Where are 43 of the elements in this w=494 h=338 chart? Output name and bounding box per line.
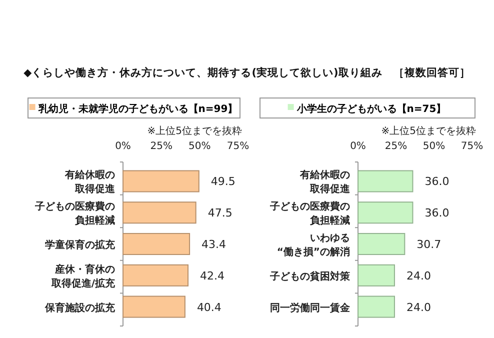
data-label: 40.4 bbox=[196, 300, 222, 314]
bar bbox=[358, 232, 406, 256]
chart-title: ◆くらしや働き方・休み方について、期待する(実現して欲しい)取り組み ［複数回答可］ bbox=[24, 66, 470, 79]
bar bbox=[122, 296, 186, 318]
y-tick-label: 同一労働同一賃金 bbox=[270, 302, 351, 314]
x-tick-label: 25% bbox=[384, 141, 408, 152]
y-tick-label: 子どもの医療費の負担軽減 bbox=[269, 200, 350, 227]
legend-label: 小学生の子どもがいる【n=75】 bbox=[296, 103, 446, 115]
bar bbox=[358, 264, 395, 286]
y-tick-label: 保育施設の拡充 bbox=[44, 302, 116, 314]
chart-subtitle: ※上位5位までを抜粋 bbox=[147, 125, 242, 137]
y-tick-label: 学童保育の拡充 bbox=[45, 239, 116, 251]
data-label: 49.5 bbox=[210, 175, 236, 188]
data-label: 30.7 bbox=[416, 238, 442, 251]
chart-subtitle: ※上位5位までを抜粋 bbox=[381, 125, 476, 137]
y-tick-label: 子どもの医療費の負担軽減 bbox=[34, 200, 115, 227]
y-tick-label: 有給休暇の取得促進 bbox=[299, 169, 351, 196]
data-label: 36.0 bbox=[424, 206, 450, 220]
x-tick-label: 50% bbox=[188, 141, 211, 152]
data-label: 47.5 bbox=[208, 206, 232, 220]
x-tick-label: 75% bbox=[460, 141, 484, 152]
legend-label: 乳幼児・未就学児の子どもがいる【n=99】 bbox=[37, 103, 238, 115]
data-label: 43.4 bbox=[202, 238, 226, 251]
bar bbox=[358, 202, 414, 224]
bar bbox=[122, 232, 190, 256]
bar bbox=[122, 264, 189, 286]
y-tick-label: いわゆる“働き損”の解消 bbox=[276, 233, 350, 258]
data-label: 42.4 bbox=[200, 269, 225, 282]
y-tick-label: 子どもの貧困対策 bbox=[269, 270, 351, 282]
data-label: 24.0 bbox=[406, 300, 431, 314]
x-tick-label: 50% bbox=[422, 141, 446, 152]
x-tick-label: 75% bbox=[226, 141, 250, 152]
bar bbox=[358, 170, 414, 192]
bar bbox=[122, 170, 200, 192]
x-tick-label: 0% bbox=[350, 141, 366, 152]
x-tick-label: 0% bbox=[115, 141, 131, 152]
y-tick-label: 有給休暇の取得促進 bbox=[64, 169, 116, 196]
bar bbox=[358, 296, 395, 318]
y-tick-label: 産休・育休の取得促進/拡充 bbox=[50, 263, 116, 290]
bar bbox=[122, 202, 196, 224]
data-label: 24.0 bbox=[406, 269, 431, 282]
data-label: 36.0 bbox=[424, 175, 450, 188]
x-tick-label: 25% bbox=[150, 141, 172, 152]
